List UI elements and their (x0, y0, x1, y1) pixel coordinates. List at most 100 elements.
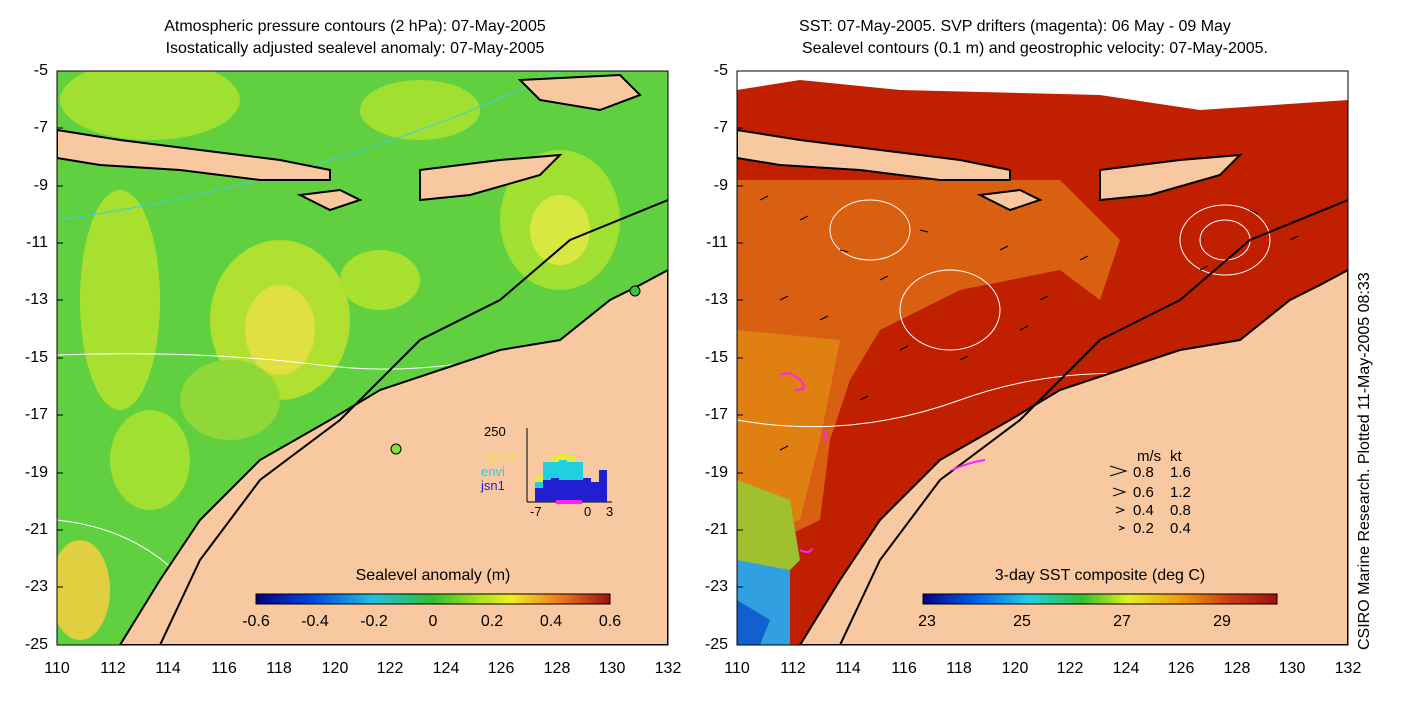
y-tick: -21 (24, 521, 48, 538)
x-tick: 118 (946, 660, 972, 677)
x-tick: 116 (891, 660, 917, 677)
left-land-indonesia (57, 128, 331, 181)
velocity-legend-arrows (1109, 465, 1128, 531)
right-colorbar-title: 3-day SST composite (deg C) (994, 567, 1206, 584)
inset-x-label: -7 (530, 504, 542, 519)
y-tick: -11 (26, 234, 48, 251)
y-tick: -9 (33, 177, 48, 194)
drifter-track (951, 459, 986, 471)
y-tick: -9 (713, 177, 728, 194)
x-tick: 132 (654, 660, 682, 677)
y-tick: -7 (713, 119, 728, 136)
right-land-australia (798, 268, 1348, 645)
left-colorbar-label: 0.4 (539, 613, 563, 630)
y-tick: -23 (704, 578, 728, 595)
y-tick: -25 (24, 636, 48, 653)
y-tick: -21 (704, 521, 728, 538)
x-tick: 128 (1223, 660, 1251, 677)
y-tick: -17 (24, 406, 48, 423)
velocity-legend-kt: 1.2 (1170, 484, 1191, 501)
x-tick: 112 (780, 660, 806, 677)
y-tick: -19 (24, 464, 48, 481)
y-tick: -13 (24, 291, 48, 308)
left-station-marker (629, 285, 641, 297)
inset-ymax-label: 250 (484, 424, 506, 439)
plot-credit: CSIRO Marine Research. Plotted 11-May-20… (1356, 272, 1373, 650)
velocity-legend-header-kt: kt (1170, 448, 1182, 465)
y-tick: -23 (24, 578, 48, 595)
velocity-legend-kt: 1.6 (1170, 464, 1191, 481)
inset-x-label: 3 (606, 504, 614, 519)
x-tick: 124 (1112, 660, 1140, 677)
left-colorbar-label: 0.6 (598, 613, 622, 630)
y-tick: -15 (704, 349, 728, 366)
y-tick: -25 (704, 636, 728, 653)
right-land-timor (1099, 153, 1243, 202)
right-title-line1: SST: 07-May-2005. SVP drifters (magenta)… (799, 18, 1231, 35)
x-tick: 126 (487, 660, 515, 677)
x-tick: 122 (1056, 660, 1084, 677)
drifter-track (779, 372, 805, 391)
x-tick: 128 (543, 660, 571, 677)
x-tick: 120 (1001, 660, 1029, 677)
x-tick: 112 (100, 660, 126, 677)
y-tick: -7 (33, 119, 48, 136)
right-colorbar (922, 593, 1278, 605)
velocity-legend-ms: 0.6 (1133, 484, 1154, 501)
left-colorbar (255, 593, 611, 605)
left-colorbar-label: 0.2 (480, 613, 504, 630)
velocity-arrows (759, 195, 1299, 451)
inset-histogram (526, 428, 612, 504)
velocity-legend-kt: 0.8 (1170, 502, 1191, 519)
right-colorbar-label: 29 (1213, 613, 1231, 630)
y-tick: -5 (713, 62, 728, 79)
x-tick: 110 (44, 660, 70, 677)
velocity-legend-ms: 0.8 (1133, 464, 1154, 481)
velocity-legend-ms: 0.4 (1133, 502, 1154, 519)
x-tick: 118 (266, 660, 292, 677)
x-tick: 114 (835, 660, 861, 677)
left-colorbar-label: 0 (428, 613, 438, 630)
y-tick: -5 (33, 62, 48, 79)
y-tick: -19 (704, 464, 728, 481)
velocity-legend-header-ms: m/s (1137, 448, 1162, 465)
x-tick: 114 (155, 660, 181, 677)
left-colorbar-label: -0.6 (242, 613, 270, 630)
left-land-timor (419, 153, 563, 202)
velocity-legend-ms: 0.2 (1133, 520, 1154, 537)
y-tick: -17 (704, 406, 728, 423)
right-land-indonesia (737, 128, 1011, 181)
x-tick: 126 (1167, 660, 1195, 677)
inset-x-label: 0 (584, 504, 592, 519)
right-map (737, 71, 1348, 645)
inset-series-jsn1: jsn1 (481, 478, 505, 493)
x-tick: 124 (432, 660, 460, 677)
x-tick: 120 (321, 660, 349, 677)
y-tick: -15 (24, 349, 48, 366)
drifter-track (821, 429, 827, 443)
x-tick: 110 (724, 660, 750, 677)
left-colorbar-title: Sealevel anomaly (m) (355, 567, 511, 584)
right-colorbar-label: 25 (1013, 613, 1031, 630)
x-tick: 132 (1334, 660, 1362, 677)
right-title-line2: Sealevel contours (0.1 m) and geostrophi… (801, 40, 1268, 57)
left-station-marker (390, 443, 402, 455)
right-colorbar-label: 27 (1113, 613, 1131, 630)
x-tick: 116 (211, 660, 237, 677)
left-land-australia (118, 268, 668, 645)
inset-series-gfo: GFO (486, 450, 515, 465)
inset-series-envi: envi (481, 464, 505, 479)
velocity-legend-kt: 0.4 (1170, 520, 1191, 537)
drifter-track (799, 547, 813, 554)
x-tick: 130 (1278, 660, 1306, 677)
left-title-line1: Atmospheric pressure contours (2 hPa): 0… (164, 18, 546, 35)
y-tick: -13 (704, 291, 728, 308)
left-title-line2: Isostatically adjusted sealevel anomaly:… (165, 40, 545, 57)
y-tick: -11 (706, 234, 728, 251)
left-colorbar-label: -0.4 (301, 613, 329, 630)
x-tick: 122 (376, 660, 404, 677)
left-map (57, 71, 668, 645)
left-colorbar-label: -0.2 (360, 613, 388, 630)
right-colorbar-label: 23 (918, 613, 936, 630)
